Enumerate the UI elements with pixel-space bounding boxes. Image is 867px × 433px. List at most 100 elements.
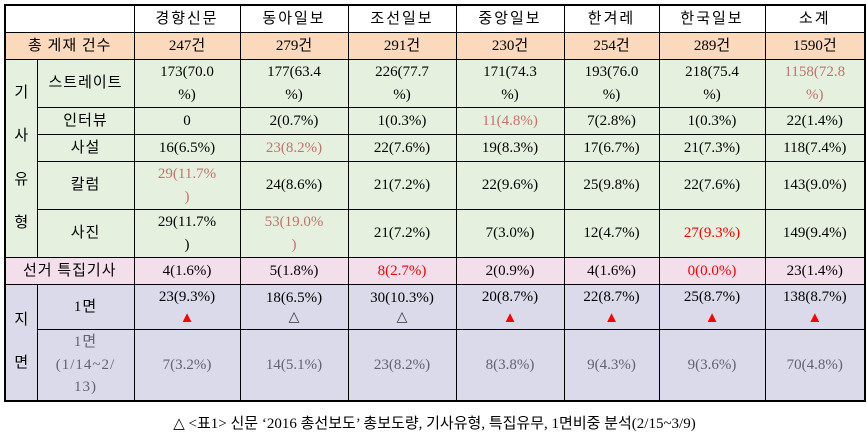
cell-value: 53(19.0% ) [264,214,324,253]
cell-value: 30(10.3%) [370,289,434,306]
table-cell: 20(8.7%) ▲ [455,284,565,330]
cell-value: 2(0.9%) [485,262,535,279]
table-cell: 143(9.0%) [764,161,866,210]
row-group-label: 지 면 [4,284,38,401]
column-header: 소계 [764,4,866,33]
table-cell: 1590건 [764,32,866,60]
cell-value: 7(3.2%) [162,356,212,373]
cell-value: 226(77.7 %) [375,64,429,103]
table-cell: 25(9.8%) [563,161,660,210]
column-header: 조선일보 [347,4,457,33]
cell-value: 21(7.2%) [373,225,431,242]
cell-value: 289건 [693,37,731,54]
cell-value: 2(0.7%) [269,112,319,129]
column-header: 경향신문 [133,4,241,33]
cell-value: 171(74.3 %) [483,64,537,103]
row-label: 사진 [36,209,135,258]
column-header: 한겨레 [563,4,660,33]
table-cell: 149(9.4%) [764,209,866,258]
cell-value: 19(8.3%) [481,139,539,156]
table-cell: 30(10.3%) △ [347,284,457,330]
cell-value: 70(4.8%) [786,356,843,373]
cell-value: 24(8.6%) [265,177,323,194]
cell-value: 25(8.7%) [683,289,741,305]
table-cell: 22(1.4%) [764,107,866,135]
table-cell: 1(0.3%) [347,107,457,135]
table-cell: 29(11.7% ) [133,161,241,210]
cell-value: 279건 [275,37,313,54]
cell-value: 22(9.6%) [481,177,539,194]
cell-value: 20(8.7%) [481,289,539,305]
row-label: 총 게재 건수 [4,32,135,60]
table-cell: 23(1.4%) [764,257,866,285]
triangle-up-outline-icon: △ [288,310,300,326]
row-label: 사설 [36,134,135,162]
cell-value: 247건 [168,37,206,54]
table-cell: 254건 [563,32,660,60]
cell-value: 291건 [383,37,421,54]
table-cell: 7(3.2%) [133,329,241,401]
cell-value: 22(7.6%) [683,177,741,194]
table-cell: 22(8.7%) ▲ [563,284,660,330]
table-cell: 4(1.6%) [563,257,660,285]
table-cell: 17(6.7%) [563,134,660,162]
table-cell: 177(63.4 %) [239,59,349,108]
cell-value: 1158(72.8 %) [784,64,846,103]
row-group-label: 기 사 유 형 [4,59,38,258]
table-cell: 2(0.9%) [455,257,565,285]
column-header: 동아일보 [239,4,349,33]
table-cell: 12(4.7%) [563,209,660,258]
triangle-up-filled-icon: ▲ [604,309,619,326]
cell-value: 14(5.1%) [265,356,323,373]
table-cell: 23(8.2%) [239,134,349,162]
cell-value: 0(0.0%) [687,262,737,279]
cell-value: 1590건 [792,37,837,54]
row-label: 인터뷰 [36,107,135,135]
cell-value: 18(6.5%) [265,289,323,306]
cell-value: 21(7.3%) [683,139,741,156]
table-cell: 11(4.8%) [455,107,565,135]
table-cell: 22(7.6%) [658,161,766,210]
table-cell: 21(7.2%) [347,209,457,258]
table-cell: 171(74.3 %) [455,59,565,108]
table-cell: 25(8.7%) ▲ [658,284,766,330]
table-cell: 14(5.1%) [239,329,349,401]
table-cell: 289건 [658,32,766,60]
row-label: 선거 특집기사 [4,257,135,285]
table-cell: 1158(72.8 %) [764,59,866,108]
table-caption: △ <표1> 신문 ‘2016 총선보도’ 총보도량, 기사유형, 특집유무, … [173,415,696,432]
table-cell: 218(75.4 %) [658,59,766,108]
cell-value: 0 [183,112,191,129]
triangle-up-filled-icon: ▲ [179,309,195,326]
table-cell: 2(0.7%) [239,107,349,135]
cell-value: 23(1.4%) [786,262,843,279]
table-cell: 7(2.8%) [563,107,660,135]
table-cell: 27(9.3%) [658,209,766,258]
cell-value: 29(11.7% ) [157,214,217,253]
cell-value: 27(9.3%) [683,225,741,242]
table-cell: 21(7.3%) [658,134,766,162]
cell-value: 23(9.3%) [158,289,216,305]
table-cell: 53(19.0% ) [239,209,349,258]
cell-value: 23(8.2%) [373,356,431,373]
row-label: 칼럼 [36,161,135,210]
table-cell: 23(9.3%) ▲ [133,284,241,330]
table-cell: 230건 [455,32,565,60]
cell-value: 7(2.8%) [587,112,636,129]
cell-value: 138(8.7%) [782,289,847,305]
cell-value: 23(8.2%) [265,139,323,156]
cell-value: 7(3.0%) [485,225,535,242]
cell-value: 22(1.4%) [786,112,843,129]
triangle-up-filled-icon: ▲ [502,309,518,326]
table-cell: 193(76.0 %) [563,59,660,108]
table-cell: 18(6.5%) △ [239,284,349,330]
cell-value: 4(1.6%) [587,262,636,279]
cell-value: 230건 [491,37,529,54]
cell-value: 4(1.6%) [162,262,212,279]
row-label: 스트레이트 [36,59,135,108]
cell-value: 29(11.7% ) [157,166,217,205]
corner-cell [4,4,135,33]
table-cell: 16(6.5%) [133,134,241,162]
table-cell: 0 [133,107,241,135]
